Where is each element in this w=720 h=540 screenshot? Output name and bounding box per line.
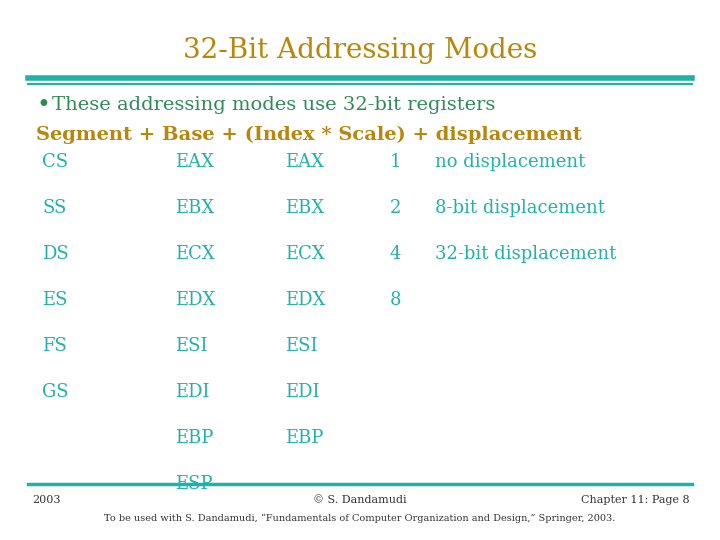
Text: ESP: ESP <box>175 475 212 493</box>
Text: EBP: EBP <box>175 429 213 447</box>
Text: EBX: EBX <box>175 199 215 217</box>
Text: ECX: ECX <box>175 245 215 263</box>
Text: 2: 2 <box>390 199 401 217</box>
Text: GS: GS <box>42 383 68 401</box>
Text: 8-bit displacement: 8-bit displacement <box>435 199 605 217</box>
Text: ECX: ECX <box>285 245 325 263</box>
Text: CS: CS <box>42 153 68 171</box>
Text: Segment + Base + (Index * Scale) + displacement: Segment + Base + (Index * Scale) + displ… <box>36 126 582 144</box>
Text: •: • <box>36 93 50 117</box>
Text: ESI: ESI <box>175 337 207 355</box>
Text: EDI: EDI <box>175 383 210 401</box>
Text: ES: ES <box>42 291 68 309</box>
Text: 32-Bit Addressing Modes: 32-Bit Addressing Modes <box>183 37 537 64</box>
Text: © S. Dandamudi: © S. Dandamudi <box>313 495 407 505</box>
Text: These addressing modes use 32-bit registers: These addressing modes use 32-bit regist… <box>52 96 495 114</box>
Text: EDX: EDX <box>175 291 215 309</box>
Text: 32-bit displacement: 32-bit displacement <box>435 245 616 263</box>
Text: EDI: EDI <box>285 383 320 401</box>
Text: EBP: EBP <box>285 429 323 447</box>
Text: 8: 8 <box>390 291 402 309</box>
Text: no displacement: no displacement <box>435 153 585 171</box>
Text: EAX: EAX <box>175 153 214 171</box>
Text: To be used with S. Dandamudi, “Fundamentals of Computer Organization and Design,: To be used with S. Dandamudi, “Fundament… <box>104 514 616 523</box>
Text: DS: DS <box>42 245 68 263</box>
Text: 1: 1 <box>390 153 402 171</box>
Text: EBX: EBX <box>285 199 324 217</box>
Text: ESI: ESI <box>285 337 318 355</box>
Text: FS: FS <box>42 337 67 355</box>
Text: Chapter 11: Page 8: Chapter 11: Page 8 <box>581 495 690 505</box>
Text: EDX: EDX <box>285 291 325 309</box>
Text: 4: 4 <box>390 245 401 263</box>
Text: SS: SS <box>42 199 66 217</box>
Text: EAX: EAX <box>285 153 324 171</box>
Text: 2003: 2003 <box>32 495 60 505</box>
